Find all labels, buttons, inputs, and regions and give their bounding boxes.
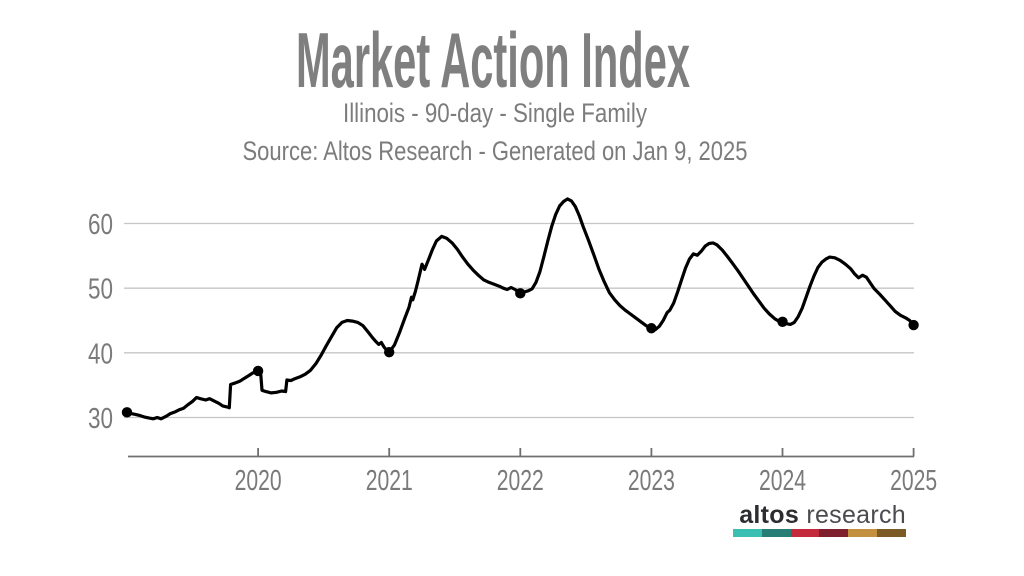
chart-subtitle: Illinois - 90-day - Single Family — [343, 98, 647, 128]
x-axis-tick-label: 2021 — [366, 465, 413, 497]
data-series-layer — [121, 197, 919, 421]
logo-bar-segment — [733, 529, 762, 537]
year-marker-dot — [384, 346, 395, 358]
logo-bar-segment — [790, 529, 820, 537]
gridlines-layer: 30 40 50 60 — [88, 209, 914, 435]
y-axis-tick-label: 30 — [88, 403, 113, 435]
logo-color-bar — [733, 529, 906, 537]
x-axis-tick-label: 2020 — [235, 465, 282, 497]
year-marker-dot — [908, 319, 919, 331]
logo-bar-segment — [761, 529, 791, 537]
year-marker-dot — [252, 365, 264, 377]
year-marker-dot — [121, 407, 133, 418]
x-axis-tick-label: 2025 — [890, 465, 937, 497]
year-marker-dot — [515, 288, 526, 299]
x-axis-tick-label: 2023 — [628, 465, 675, 497]
logo-brand-light: research — [806, 501, 906, 529]
logo-wordmark: altos research — [739, 503, 906, 528]
logo-bar-segment — [877, 529, 906, 537]
market-action-index-line — [125, 197, 916, 421]
chart-title: Market Action Index — [296, 16, 690, 104]
year-marker-dot — [777, 316, 788, 327]
x-axis-tick-label: 2024 — [759, 465, 806, 497]
logo-brand-bold: altos — [739, 501, 800, 529]
y-axis-tick-label: 40 — [88, 338, 113, 370]
chart-source-line: Source: Altos Research - Generated on Ja… — [243, 136, 748, 166]
logo-bar-segment — [848, 529, 878, 537]
y-axis-tick-label: 60 — [88, 209, 113, 241]
year-marker-dot — [646, 323, 657, 334]
y-axis-tick-label: 50 — [88, 274, 113, 306]
x-axis-tick-label: 2022 — [497, 465, 544, 497]
logo-bar-segment — [819, 529, 849, 537]
x-axis-layer: 2020 2021 2022 2023 2024 2025 — [128, 448, 937, 497]
